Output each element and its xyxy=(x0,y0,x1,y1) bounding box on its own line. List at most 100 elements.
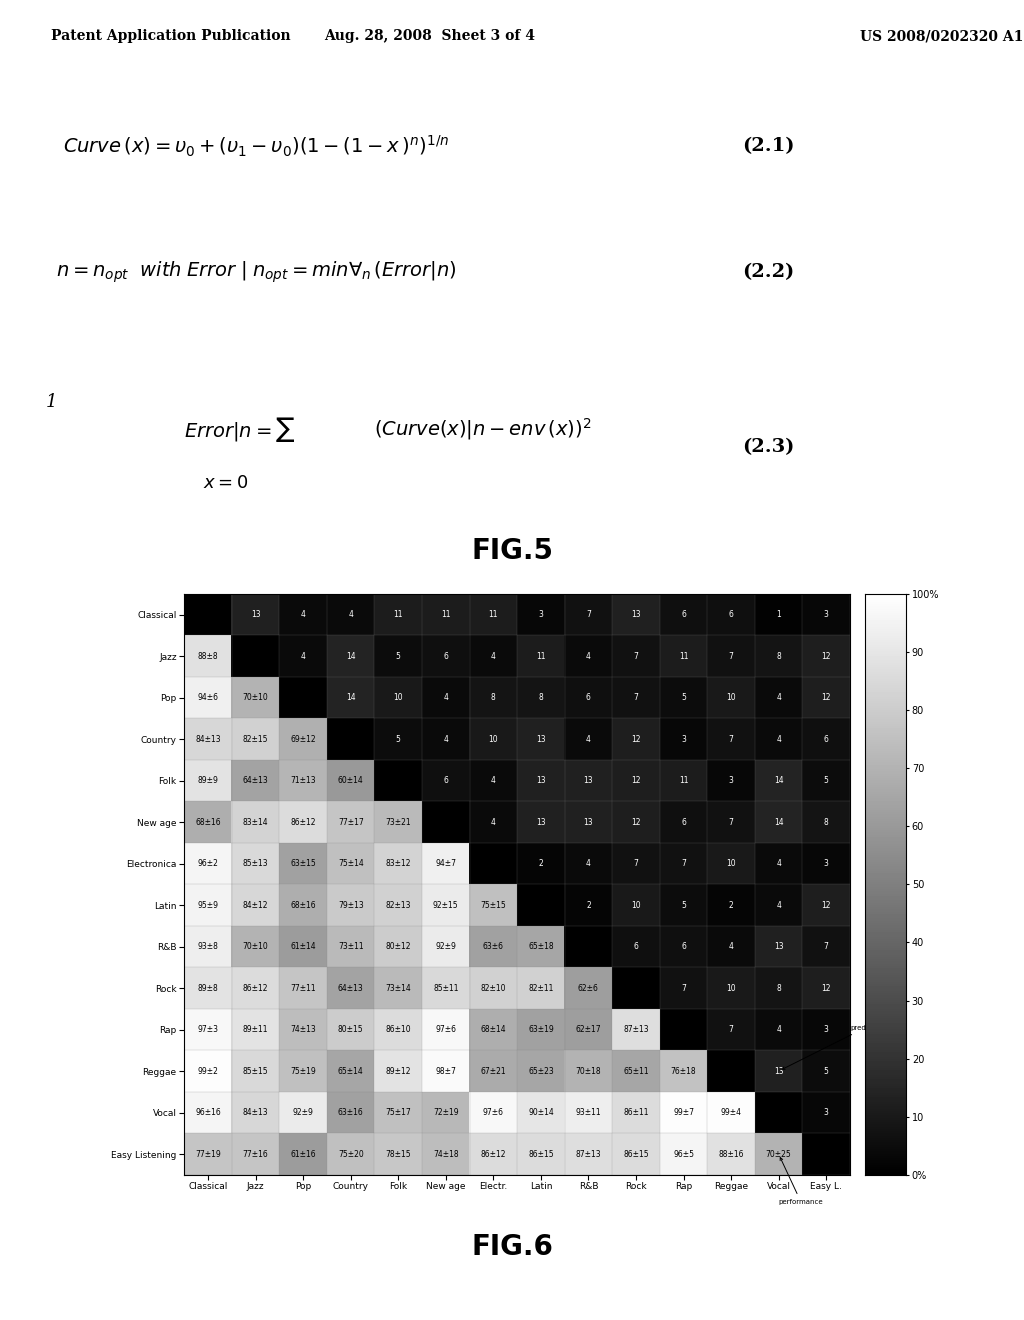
Text: 8: 8 xyxy=(823,817,828,826)
Text: 84±12: 84±12 xyxy=(243,900,268,909)
Text: $\mathit{Error|n = \sum}$: $\mathit{Error|n = \sum}$ xyxy=(184,414,296,444)
Text: 85±13: 85±13 xyxy=(243,859,268,869)
Text: 13: 13 xyxy=(584,776,593,785)
Text: 10: 10 xyxy=(726,693,736,702)
Text: 10: 10 xyxy=(726,983,736,993)
Text: 60±14: 60±14 xyxy=(338,776,364,785)
Text: 80±12: 80±12 xyxy=(385,942,411,952)
Text: 4: 4 xyxy=(490,776,496,785)
Text: 86±12: 86±12 xyxy=(480,1150,506,1159)
Text: 90±14: 90±14 xyxy=(528,1107,554,1117)
Text: 73±21: 73±21 xyxy=(385,817,411,826)
Text: 99±2: 99±2 xyxy=(198,1067,218,1076)
Text: 8: 8 xyxy=(539,693,544,702)
Text: 2: 2 xyxy=(729,900,733,909)
Text: 4: 4 xyxy=(586,652,591,661)
Text: 75±17: 75±17 xyxy=(385,1107,412,1117)
Text: 65±11: 65±11 xyxy=(624,1067,649,1076)
Text: 4: 4 xyxy=(776,900,781,909)
Text: 7: 7 xyxy=(729,1026,733,1034)
Text: 86±12: 86±12 xyxy=(243,983,268,993)
Text: 12: 12 xyxy=(631,776,641,785)
Text: 84±13: 84±13 xyxy=(243,1107,268,1117)
Text: 79±13: 79±13 xyxy=(338,900,364,909)
Text: 11: 11 xyxy=(679,776,688,785)
Text: 68±14: 68±14 xyxy=(480,1026,506,1034)
Text: 63±15: 63±15 xyxy=(290,859,316,869)
Text: 14: 14 xyxy=(774,776,783,785)
Text: 97±6: 97±6 xyxy=(483,1107,504,1117)
Text: 7: 7 xyxy=(634,693,638,702)
Text: 68±16: 68±16 xyxy=(196,817,221,826)
Text: FIG.6: FIG.6 xyxy=(471,1233,553,1262)
Text: Aug. 28, 2008  Sheet 3 of 4: Aug. 28, 2008 Sheet 3 of 4 xyxy=(325,29,536,44)
Text: 68±16: 68±16 xyxy=(291,900,316,909)
Text: 5: 5 xyxy=(396,652,400,661)
Text: (2.2): (2.2) xyxy=(741,263,795,281)
Text: 87±13: 87±13 xyxy=(624,1026,649,1034)
Text: 92±15: 92±15 xyxy=(433,900,459,909)
Text: 10: 10 xyxy=(726,859,736,869)
Text: 13: 13 xyxy=(774,1067,783,1076)
Text: 11: 11 xyxy=(488,610,498,619)
Text: 70±25: 70±25 xyxy=(766,1150,792,1159)
Text: 65±18: 65±18 xyxy=(528,942,554,952)
Text: 12: 12 xyxy=(821,652,830,661)
Text: 96±2: 96±2 xyxy=(198,859,218,869)
Text: 94±6: 94±6 xyxy=(198,693,218,702)
Text: 8: 8 xyxy=(776,983,781,993)
Text: 4: 4 xyxy=(443,735,449,743)
Text: 10: 10 xyxy=(488,735,498,743)
Text: 99±4: 99±4 xyxy=(721,1107,741,1117)
Text: 80±15: 80±15 xyxy=(338,1026,364,1034)
Text: 12: 12 xyxy=(821,900,830,909)
Text: 4: 4 xyxy=(490,652,496,661)
Text: 92±9: 92±9 xyxy=(293,1107,313,1117)
Text: 7: 7 xyxy=(729,817,733,826)
Text: 88±8: 88±8 xyxy=(198,652,218,661)
Text: 8: 8 xyxy=(490,693,496,702)
Text: 83±12: 83±12 xyxy=(385,859,411,869)
Text: FIG.5: FIG.5 xyxy=(471,537,553,565)
Text: 85±11: 85±11 xyxy=(433,983,459,993)
Text: 86±15: 86±15 xyxy=(528,1150,554,1159)
Text: US 2008/0202320 A1: US 2008/0202320 A1 xyxy=(860,29,1024,44)
Text: 13: 13 xyxy=(584,817,593,826)
Text: 12: 12 xyxy=(631,817,641,826)
Text: 12: 12 xyxy=(821,983,830,993)
Text: 7: 7 xyxy=(729,735,733,743)
Text: 63±16: 63±16 xyxy=(338,1107,364,1117)
Text: 84±13: 84±13 xyxy=(196,735,221,743)
Text: 2: 2 xyxy=(586,900,591,909)
Text: 89±8: 89±8 xyxy=(198,983,218,993)
Text: 4: 4 xyxy=(586,859,591,869)
Text: Patent Application Publication: Patent Application Publication xyxy=(51,29,291,44)
Text: 4: 4 xyxy=(776,735,781,743)
Text: 13: 13 xyxy=(537,817,546,826)
Text: 64±13: 64±13 xyxy=(243,776,268,785)
Text: 75±19: 75±19 xyxy=(290,1067,316,1076)
Text: 89±12: 89±12 xyxy=(385,1067,411,1076)
Text: 70±10: 70±10 xyxy=(243,942,268,952)
Text: 82±15: 82±15 xyxy=(243,735,268,743)
Text: 70±18: 70±18 xyxy=(575,1067,601,1076)
Text: 97±3: 97±3 xyxy=(198,1026,218,1034)
Text: 3: 3 xyxy=(729,776,733,785)
Text: performance: performance xyxy=(778,1158,823,1205)
Text: 82±11: 82±11 xyxy=(528,983,554,993)
Text: 65±14: 65±14 xyxy=(338,1067,364,1076)
Text: 12: 12 xyxy=(821,693,830,702)
Text: 89±9: 89±9 xyxy=(198,776,218,785)
Text: 62±17: 62±17 xyxy=(575,1026,601,1034)
Text: 67±21: 67±21 xyxy=(480,1067,506,1076)
Text: 5: 5 xyxy=(823,776,828,785)
Text: 7: 7 xyxy=(681,859,686,869)
Text: 94±7: 94±7 xyxy=(435,859,457,869)
Text: 4: 4 xyxy=(301,652,305,661)
Text: 5: 5 xyxy=(396,735,400,743)
Text: 65±23: 65±23 xyxy=(528,1067,554,1076)
Text: 3: 3 xyxy=(823,1026,828,1034)
Text: 75±14: 75±14 xyxy=(338,859,364,869)
Text: 7: 7 xyxy=(681,983,686,993)
Text: (2.1): (2.1) xyxy=(741,137,795,156)
